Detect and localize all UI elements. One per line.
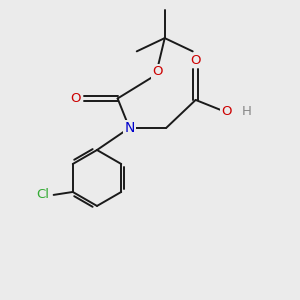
Text: N: N bbox=[124, 121, 135, 135]
Text: O: O bbox=[152, 65, 163, 79]
Text: H: H bbox=[241, 105, 251, 118]
Text: Cl: Cl bbox=[36, 188, 49, 201]
Text: O: O bbox=[70, 92, 81, 105]
Text: O: O bbox=[190, 54, 201, 67]
Text: O: O bbox=[221, 105, 232, 118]
